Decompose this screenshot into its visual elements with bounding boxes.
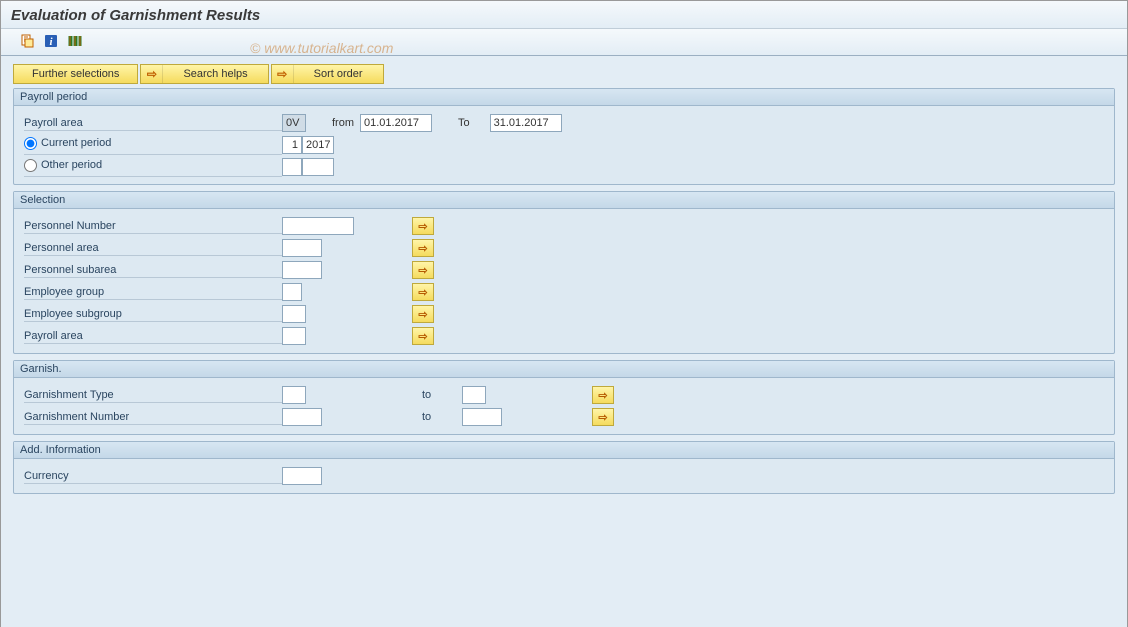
multiple-selection-button[interactable]: ⇨ [412,217,434,235]
selection-label: Personnel Number [24,219,282,234]
from-date-input[interactable] [360,114,432,132]
garnish-row: Garnishment Number to ⇨ [24,406,1104,428]
garnish-label: Garnishment Type [24,388,282,403]
selection-input[interactable] [282,217,354,235]
action-button-row: Further selections ⇨ Search helps ⇨ Sort… [13,64,1115,84]
multiple-selection-button[interactable]: ⇨ [592,408,614,426]
arrow-right-icon: ⇨ [418,242,427,255]
current-period-num-input[interactable] [282,136,302,154]
sort-order-button[interactable]: ⇨ Sort order [271,64,384,84]
selection-input[interactable] [282,305,306,323]
selection-row: Personnel Number ⇨ [24,215,1104,237]
other-period-year-input[interactable] [302,158,334,176]
arrow-right-icon: ⇨ [418,286,427,299]
further-selections-button[interactable]: Further selections [13,64,138,84]
search-helps-label: Search helps [163,68,267,80]
search-helps-button[interactable]: ⇨ Search helps [140,64,268,84]
selection-label: Employee group [24,285,282,300]
content-area: Further selections ⇨ Search helps ⇨ Sort… [1,56,1127,627]
to-label: to [422,411,462,423]
arrow-right-icon: ⇨ [418,308,427,321]
from-label: from [332,117,354,129]
arrow-right-icon: ⇨ [598,411,607,424]
other-period-num-input[interactable] [282,158,302,176]
garnish-from-input[interactable] [282,408,322,426]
garnish-to-input[interactable] [462,386,486,404]
arrow-right-icon: ⇨ [141,65,163,83]
group-title-selection: Selection [14,192,1114,209]
selection-group: Selection Personnel Number⇨Personnel are… [13,191,1115,354]
selection-label: Personnel area [24,241,282,256]
selection-input[interactable] [282,261,322,279]
multiple-selection-button[interactable]: ⇨ [412,261,434,279]
barcode-icon[interactable] [67,33,83,49]
to-label: to [422,389,462,401]
arrow-right-icon: ⇨ [418,220,427,233]
selection-label: Employee subgroup [24,307,282,322]
other-period-option: Other period [24,158,282,177]
garnish-group: Garnish. Garnishment Typeto⇨Garnishment … [13,360,1115,435]
arrow-right-icon: ⇨ [418,330,427,343]
current-period-option: Current period [24,136,282,155]
multiple-selection-button[interactable]: ⇨ [412,327,434,345]
selection-row: Personnel subarea ⇨ [24,259,1104,281]
payroll-area-label: Payroll area [24,116,282,131]
arrow-right-icon: ⇨ [272,65,294,83]
currency-input[interactable] [282,467,322,485]
garnish-from-input[interactable] [282,386,306,404]
garnish-label: Garnishment Number [24,410,282,425]
selection-label: Personnel subarea [24,263,282,278]
garnish-to-input[interactable] [462,408,502,426]
selection-row: Employee subgroup ⇨ [24,303,1104,325]
current-period-year-input[interactable] [302,136,334,154]
selection-row: Personnel area ⇨ [24,237,1104,259]
selection-input[interactable] [282,327,306,345]
sort-order-label: Sort order [294,68,383,80]
group-title-garnish: Garnish. [14,361,1114,378]
payroll-period-group: Payroll period Payroll area from To Curr… [13,88,1115,185]
group-title-payroll: Payroll period [14,89,1114,106]
variant-icon[interactable] [19,33,35,49]
multiple-selection-button[interactable]: ⇨ [412,239,434,257]
to-date-input[interactable] [490,114,562,132]
multiple-selection-button[interactable]: ⇨ [412,305,434,323]
payroll-area-input[interactable] [282,114,306,132]
selection-label: Payroll area [24,329,282,344]
app-toolbar: i [1,29,1127,56]
selection-input[interactable] [282,239,322,257]
selection-row: Payroll area ⇨ [24,325,1104,347]
currency-label: Currency [24,469,282,484]
multiple-selection-button[interactable]: ⇨ [412,283,434,301]
to-label: To [458,117,470,129]
add-info-group: Add. Information Currency [13,441,1115,494]
title-bar: Evaluation of Garnishment Results [1,1,1127,29]
page-title: Evaluation of Garnishment Results [11,7,1117,24]
multiple-selection-button[interactable]: ⇨ [592,386,614,404]
garnish-row: Garnishment Type to ⇨ [24,384,1104,406]
arrow-right-icon: ⇨ [418,264,427,277]
info-icon[interactable]: i [43,33,59,49]
group-title-addinfo: Add. Information [14,442,1114,459]
other-period-radio[interactable] [24,159,37,172]
selection-row: Employee group ⇨ [24,281,1104,303]
selection-input[interactable] [282,283,302,301]
current-period-radio[interactable] [24,137,37,150]
arrow-right-icon: ⇨ [598,389,607,402]
